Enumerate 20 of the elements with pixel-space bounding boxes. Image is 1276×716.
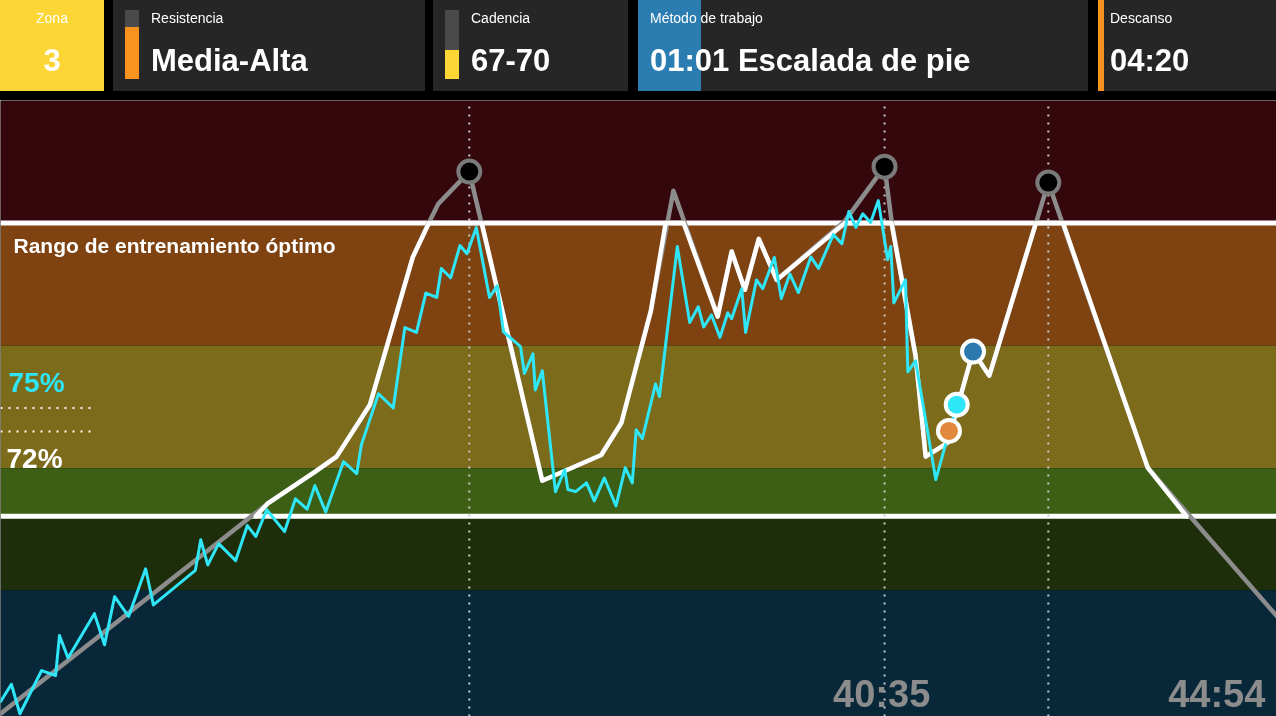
point <box>943 391 970 418</box>
annotation: 75% <box>8 366 65 398</box>
text: Zona <box>35 9 69 27</box>
text: 3 <box>42 42 62 80</box>
text: Media-Alta <box>151 42 309 80</box>
point <box>960 338 987 365</box>
point <box>456 158 483 185</box>
text: Descanso <box>1110 9 1174 27</box>
x-tick-label: 40:35 <box>833 672 931 715</box>
text: Cadencia <box>471 9 532 27</box>
ref-line-label: Rango de entrenamiento óptimo <box>13 234 336 258</box>
text: 67-70 <box>471 42 552 80</box>
point <box>1035 169 1062 196</box>
text: Método de trabajo <box>650 9 764 27</box>
point <box>935 417 962 444</box>
annotation: 72% <box>6 443 63 475</box>
point <box>871 153 898 180</box>
text: 04:20 <box>1110 42 1191 80</box>
x-tick-label: 44:54 <box>1168 672 1266 715</box>
text: Resistencia <box>151 9 225 27</box>
